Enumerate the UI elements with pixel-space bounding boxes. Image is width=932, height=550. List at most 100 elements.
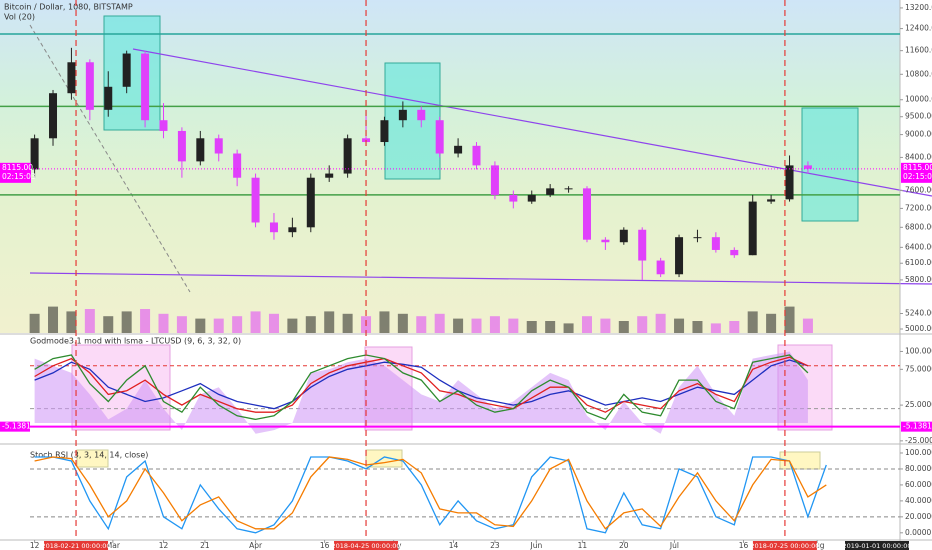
candle-body — [748, 201, 757, 256]
volume-bar — [250, 311, 261, 333]
volume-bar — [397, 313, 408, 333]
volume-bar — [140, 309, 151, 333]
stoch-pane — [0, 445, 900, 540]
volume-bar — [268, 313, 279, 333]
countdown-label: 02:15:03 — [903, 172, 932, 181]
candle-body — [122, 53, 131, 87]
trend-line — [132, 48, 932, 197]
candle-body — [730, 249, 739, 256]
candle-body — [251, 177, 260, 223]
volume-bar — [729, 321, 740, 333]
candle-body — [67, 62, 76, 94]
signal-label: -5.1381 — [903, 422, 932, 431]
candle-body — [546, 188, 555, 195]
y-tick-label: 75.0000 — [905, 364, 932, 373]
candle-body — [343, 138, 352, 174]
event-label-box — [44, 541, 109, 550]
candle-body — [472, 145, 481, 166]
volume-bar — [48, 306, 59, 333]
y-tick-label: 9000.00 — [905, 130, 932, 139]
candle-body — [159, 120, 168, 131]
candle-body — [767, 199, 776, 202]
y-tick-label: 7600.00 — [905, 186, 932, 195]
volume-bar — [434, 313, 445, 333]
candle-body — [233, 153, 242, 178]
volume-bar — [784, 306, 795, 333]
volume-bar — [121, 311, 132, 333]
trend-line — [29, 272, 932, 285]
candle-body — [564, 188, 573, 190]
y-tick-label: 10000.00 — [905, 95, 932, 104]
candle-body — [490, 165, 499, 195]
volume-bar — [563, 323, 574, 333]
candle-body — [675, 237, 684, 275]
candle-body — [638, 229, 647, 261]
volume-bar — [342, 313, 353, 333]
x-tick-label: Mar — [106, 541, 121, 550]
y-tick-label: 6800.00 — [905, 222, 932, 231]
volume-bar — [66, 311, 77, 333]
last-price-box — [0, 162, 31, 183]
candle-body — [269, 222, 278, 233]
volume-bar — [29, 313, 40, 333]
y-tick-label: 0.0000 — [905, 528, 931, 537]
y-tick-label: 40.0000 — [905, 496, 932, 505]
y-tick-label: 6400.00 — [905, 242, 932, 251]
volume-bar — [213, 318, 224, 333]
y-tick-label: 10800.00 — [905, 69, 932, 78]
y-tick-label: 13200.00 — [905, 3, 932, 12]
y-tick-label: 8400.00 — [905, 152, 932, 161]
volume-bar — [158, 313, 169, 333]
volume-bar — [508, 318, 519, 333]
indicator-line — [34, 354, 809, 421]
volume-bar — [545, 321, 556, 333]
volume-bar — [379, 311, 390, 333]
volume-bar — [176, 316, 187, 333]
volume-bar — [766, 313, 777, 333]
event-label: 2018-07-25 00:00:00 — [750, 542, 819, 550]
candle-body — [785, 165, 794, 200]
y-tick-label: 7200.00 — [905, 203, 932, 212]
volume-bar — [195, 318, 206, 333]
candle-body — [803, 165, 812, 169]
volume-bar — [324, 311, 335, 333]
candle-body — [141, 53, 150, 121]
volume-bar — [600, 318, 611, 333]
signal-label-box — [0, 421, 30, 432]
last-price-label: 8115.00 — [903, 163, 932, 172]
x-tick-label: 11 — [578, 541, 588, 550]
candle-body — [454, 145, 463, 154]
candle-body — [214, 138, 223, 154]
event-label-box — [334, 541, 399, 550]
candle-body — [619, 229, 628, 243]
volume-bar — [471, 318, 482, 333]
indicator-title: Stoch RSI (3, 3, 14, 14, close) — [30, 451, 148, 460]
volume-bar — [103, 316, 114, 333]
event-label: 2018-02-21 00:00:00 — [42, 542, 111, 550]
candle-body — [196, 138, 205, 162]
y-tick-label: 9500.00 — [905, 112, 932, 121]
indicator-line — [34, 456, 827, 534]
indicator-line — [34, 359, 809, 410]
y-tick-label: 25.0000 — [905, 400, 932, 409]
y-tick-label: -25.0000 — [905, 436, 932, 445]
last-price-box — [901, 162, 932, 183]
trend-line — [29, 24, 191, 293]
volume-bar — [84, 309, 95, 333]
x-tick-label: Jun — [529, 541, 542, 550]
event-label-box — [752, 541, 817, 550]
signal-label: -5.1381 — [2, 422, 31, 431]
indicator-line — [34, 356, 809, 413]
volume-bar — [581, 316, 592, 333]
future-label: 2019-01-01 00:00:00 — [842, 542, 911, 550]
candle-body — [711, 237, 720, 250]
indicator-label: Vol (20) — [4, 13, 35, 22]
volume-bar — [416, 316, 427, 333]
volume-bar — [489, 316, 500, 333]
volume-bar — [674, 318, 685, 333]
candle-body — [656, 260, 665, 275]
y-tick-label: 100.0000 — [905, 346, 932, 355]
y-tick-label: 5000.00 — [905, 324, 932, 333]
countdown-label: 02:15:03 — [2, 172, 36, 181]
